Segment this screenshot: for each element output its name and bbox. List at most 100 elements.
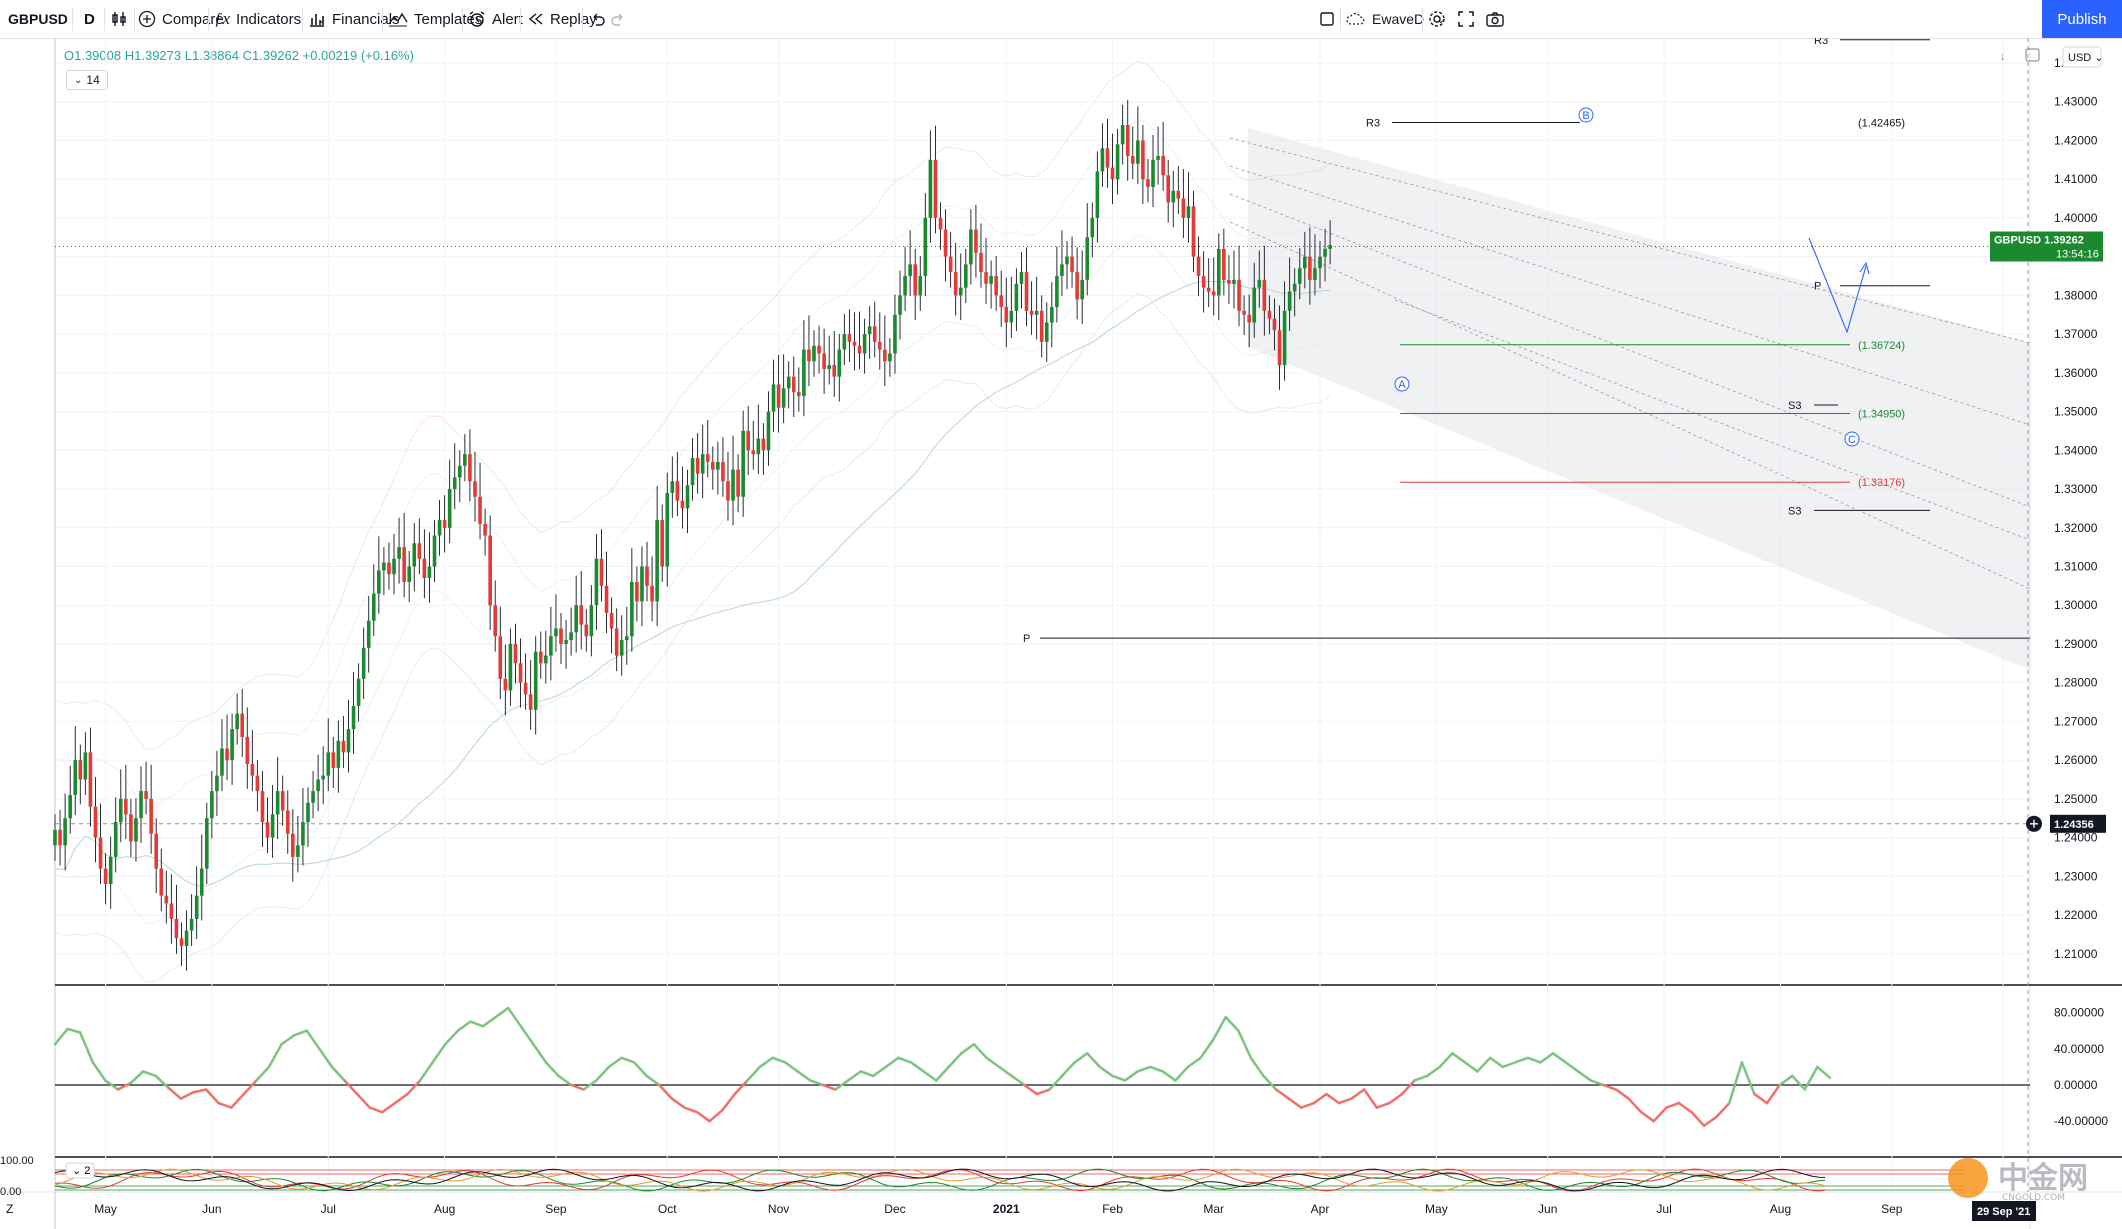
symbol-search-button[interactable]: GBPUSD — [8, 11, 68, 27]
publish-button[interactable]: Publish — [2042, 0, 2122, 38]
candle-body — [908, 264, 912, 277]
candle-body — [83, 752, 88, 780]
chart-grid — [0, 38, 2122, 1229]
candle-body — [1252, 287, 1257, 323]
time-tick-label: Apr — [1311, 1202, 1330, 1216]
alarm-clock-icon — [469, 11, 485, 27]
candle-body — [402, 547, 406, 582]
candle-body — [88, 752, 93, 807]
candle-body — [397, 547, 401, 559]
candle-body — [118, 798, 123, 823]
oscillator-segment — [393, 1092, 409, 1105]
oscillator-segment — [1753, 1092, 1769, 1105]
indicators-button[interactable]: ƒx Indicators ⌄ — [214, 0, 326, 38]
oscillator-segment — [1325, 1092, 1341, 1105]
candle-body — [832, 365, 837, 377]
oscillator-segment — [645, 1074, 661, 1087]
financials-button[interactable]: Financials — [308, 0, 400, 38]
time-tick-label: Jul — [321, 1202, 336, 1216]
replay-button[interactable]: Replay — [528, 0, 597, 38]
candle-body — [1277, 330, 1282, 366]
chevron-down-icon[interactable]: ⌄ — [317, 13, 327, 26]
candle-body — [953, 272, 958, 296]
candle-body — [827, 365, 831, 369]
watermark-logo — [1948, 1158, 1988, 1198]
moving-average — [54, 280, 1331, 887]
candle-body — [1090, 217, 1095, 238]
layout-menu-button[interactable]: EwaveD ⌄ — [1346, 0, 1445, 38]
candle-body — [837, 349, 842, 377]
candle-body — [1171, 190, 1176, 203]
time-tick-label: Mar — [1203, 1202, 1224, 1216]
oscillator-segment — [1778, 1074, 1794, 1087]
time-tick-label: Oct — [658, 1202, 677, 1216]
oscillator-segment — [1639, 1110, 1656, 1123]
oscillator-segment — [947, 1052, 963, 1069]
candle-body — [1125, 124, 1130, 156]
candle-body — [518, 663, 523, 683]
candle-body — [862, 334, 867, 354]
divider — [1422, 7, 1423, 31]
templates-button[interactable]: Templates — [388, 0, 482, 38]
interval-button[interactable]: D — [84, 10, 95, 28]
oscillator-segment — [846, 1070, 862, 1082]
chart-style-button[interactable] — [110, 0, 128, 38]
alert-button[interactable]: Alert — [468, 0, 523, 38]
candle-body — [1115, 144, 1120, 180]
settings-button[interactable] — [1428, 0, 1446, 38]
candle-body — [1110, 167, 1115, 180]
oscillator-segment — [1564, 1061, 1580, 1073]
candle-body — [179, 938, 184, 947]
price-tick-label: 1.31000 — [2054, 559, 2098, 573]
candle-body — [913, 264, 917, 296]
candle-body — [807, 349, 811, 362]
candle-body — [53, 829, 57, 846]
channel-line — [1229, 165, 2031, 426]
candle-body — [1303, 256, 1307, 269]
time-axis[interactable]: May Jun Jul Aug Sep Oct Nov Dec 2021 Feb Mar Apr May… — [6, 1158, 2088, 1221]
oscillator-tick-label: 40.00000 — [2054, 1042, 2104, 1056]
indicator-length-badge[interactable]: ⌄ 14 — [66, 70, 108, 90]
candle-body — [1156, 155, 1160, 160]
oscillator-segment — [1816, 1065, 1832, 1080]
candle-body — [928, 159, 933, 218]
candle-body — [1151, 159, 1155, 187]
chart-area[interactable]: R3 R3 (1.42465) P (1.36724) S3 (1.34950) (1.331… — [0, 38, 2122, 1229]
candle-body — [68, 794, 72, 819]
plus-circle-icon — [138, 10, 156, 28]
candle-body — [655, 520, 659, 602]
price-tick-label: 1.33000 — [2054, 482, 2098, 496]
select-layout-button[interactable] — [1318, 0, 1336, 38]
candle-body — [1282, 310, 1287, 366]
oscillator-tick-label: 0.00000 — [2054, 1078, 2098, 1092]
undo-button[interactable] — [590, 0, 606, 38]
candle-body — [842, 334, 847, 350]
candle-body — [478, 496, 482, 524]
price-axis[interactable]: 1.440001.430001.420001.410001.400001.390… — [1990, 46, 2106, 961]
candle-body — [235, 713, 239, 730]
candle-body — [442, 520, 447, 528]
stoch-line — [54, 1168, 1826, 1192]
oscillator-segment — [1413, 1074, 1429, 1082]
oscillator-segment — [683, 1106, 699, 1114]
oscillator-segment — [1602, 1083, 1618, 1091]
legend-high: H1.39273 — [124, 48, 182, 63]
oscillator-segment — [1312, 1092, 1328, 1105]
compare-button[interactable]: Compare — [138, 0, 224, 38]
candle-body — [938, 217, 943, 230]
candle-body — [660, 520, 664, 567]
oscillator-segment — [1123, 1070, 1139, 1082]
candle-body — [640, 566, 644, 602]
candle-body — [1039, 310, 1044, 342]
candle-body — [311, 791, 315, 803]
candle-body — [1313, 268, 1317, 280]
snapshot-button[interactable] — [1486, 0, 1504, 38]
fullscreen-button[interactable] — [1458, 0, 1474, 38]
plus-icon — [2030, 819, 2038, 828]
oscillator-segment — [1715, 1101, 1731, 1118]
ohlc-legend: O1.39008 H1.39273 L1.38864 C1.39262 +0.0… — [64, 48, 414, 63]
candle-body — [523, 682, 528, 695]
oscillator-segment — [141, 1070, 157, 1078]
oscillator-segment — [154, 1074, 170, 1089]
redo-button[interactable] — [610, 0, 626, 38]
